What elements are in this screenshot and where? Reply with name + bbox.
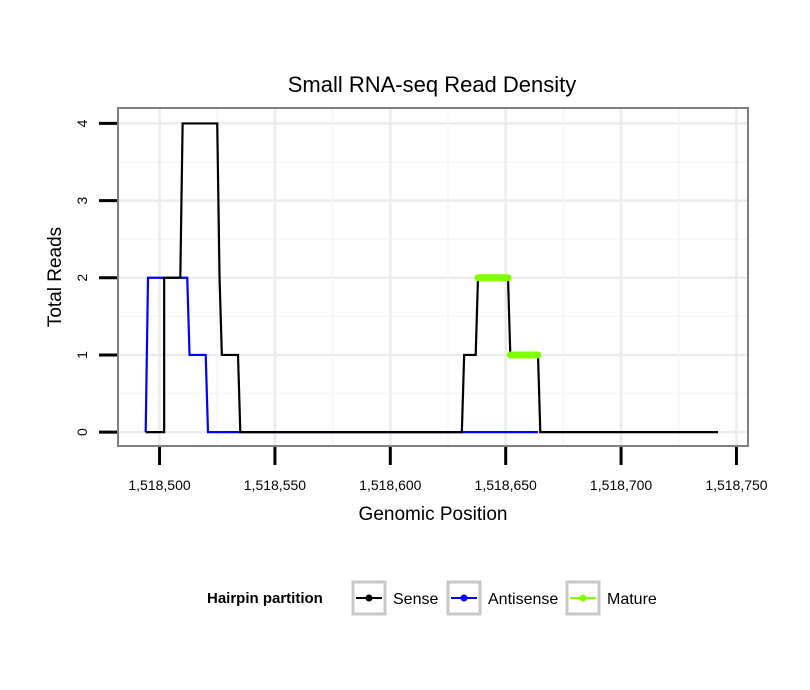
x-tick-label: 1,518,550 xyxy=(244,477,306,493)
x-tick-label: 1,518,700 xyxy=(590,477,652,493)
x-tick-label: 1,518,650 xyxy=(475,477,537,493)
y-axis: 0 1 2 3 4 xyxy=(74,119,117,436)
legend: Hairpin partition Sense Antisense Mature xyxy=(207,580,657,616)
x-axis-label: Genomic Position xyxy=(359,504,508,525)
y-tick-label: 3 xyxy=(74,197,90,205)
legend-key-sense-dot xyxy=(365,594,373,602)
legend-key-antisense-dot xyxy=(460,594,468,602)
y-tick-label: 1 xyxy=(74,351,90,359)
y-axis-label: Total Reads xyxy=(45,227,66,327)
x-axis: 1,518,500 1,518,550 1,518,600 1,518,650 1,51… xyxy=(128,447,768,493)
series-line-antisense xyxy=(144,276,538,434)
y-tick-label: 4 xyxy=(74,119,90,127)
x-tick-label: 1,518,750 xyxy=(705,477,767,493)
legend-title: Hairpin partition xyxy=(207,590,323,607)
legend-label-mature: Mature xyxy=(607,591,657,608)
x-tick-label: 1,518,500 xyxy=(128,477,190,493)
y-tick-label: 2 xyxy=(74,274,90,282)
legend-key-mature-dot xyxy=(579,594,587,602)
legend-label-antisense: Antisense xyxy=(488,591,558,608)
legend-label-sense: Sense xyxy=(393,591,438,608)
y-tick-label: 0 xyxy=(74,428,90,436)
series-lines xyxy=(144,122,718,434)
x-tick-label: 1,518,600 xyxy=(359,477,421,493)
chart-title: Small RNA-seq Read Density xyxy=(288,72,577,97)
